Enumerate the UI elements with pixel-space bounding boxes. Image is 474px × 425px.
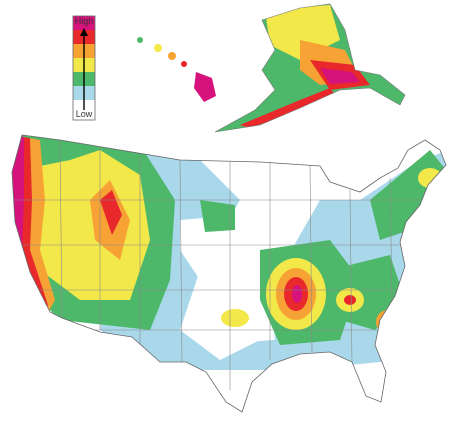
legend-frame (72, 15, 96, 121)
map-shape (168, 52, 176, 60)
map-shape (200, 200, 235, 232)
legend-low: Low (76, 109, 93, 119)
conus-outline (11, 134, 447, 413)
legend-swatch (73, 16, 95, 30)
map-shape (320, 68, 360, 84)
map-shape (180, 215, 250, 280)
legend-arrowhead (80, 28, 88, 36)
map-shape (12, 199, 440, 331)
hawaii (137, 37, 216, 102)
map-shape (383, 317, 393, 327)
map-shape (418, 168, 442, 188)
map-shape (59, 139, 393, 390)
map-shape (344, 295, 356, 305)
map-shape (137, 37, 143, 43)
map-shape (20, 150, 150, 300)
map-shape (292, 285, 302, 303)
map-shape (221, 309, 249, 327)
alaska-outline (214, 3, 406, 133)
map-shape (12, 135, 40, 312)
legend-high: High (75, 16, 94, 26)
map-shape (194, 72, 216, 102)
alaska (215, 4, 405, 132)
legend: High Low (72, 15, 96, 121)
map-shape (100, 190, 122, 235)
map-shape (181, 61, 187, 67)
map-shape (240, 88, 335, 128)
map-shape (154, 44, 162, 52)
